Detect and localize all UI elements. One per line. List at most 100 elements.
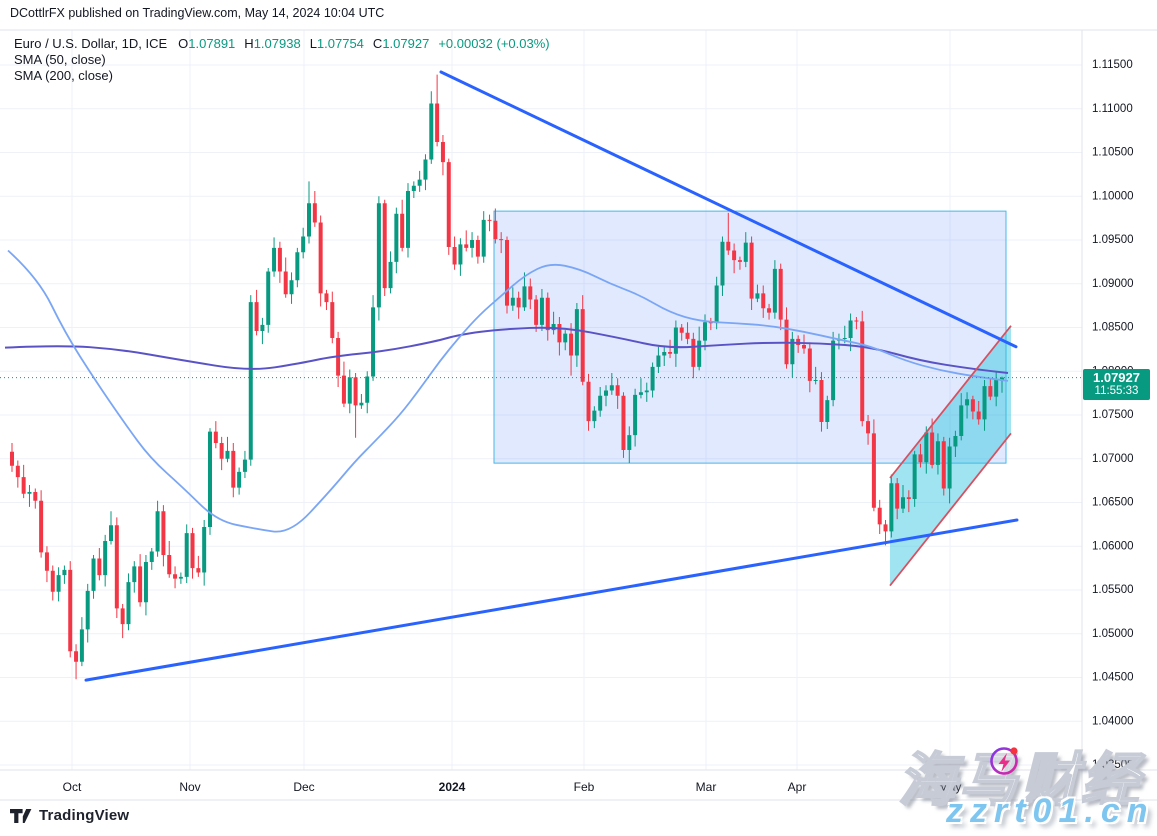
candle — [877, 499, 882, 534]
candle-body — [662, 352, 667, 356]
channel-upper-edge[interactable] — [889, 325, 1012, 479]
indicator-sma50-row[interactable]: SMA (50, close) — [14, 52, 106, 67]
candle-body — [668, 352, 673, 354]
candle-body — [924, 432, 929, 463]
candle-body — [935, 441, 940, 465]
candle — [376, 196, 381, 321]
candle — [312, 191, 317, 227]
candle — [918, 443, 923, 468]
candle — [970, 395, 975, 420]
candle-body — [225, 450, 230, 459]
candle-body — [254, 302, 259, 331]
candle — [167, 541, 172, 578]
candle-body — [697, 340, 702, 367]
candle — [755, 284, 760, 303]
time-axis-label: Nov — [179, 780, 200, 794]
tradingview-logo-icon — [10, 808, 32, 823]
symbol-row[interactable]: Euro / U.S. Dollar, 1D, ICE O1.07891 H1.… — [14, 36, 550, 52]
candle-body — [918, 454, 923, 463]
candle-body — [27, 492, 32, 494]
candle — [33, 488, 38, 509]
candle — [149, 548, 154, 570]
candle-body — [539, 297, 544, 325]
candle-body — [499, 239, 504, 241]
candle — [371, 295, 376, 381]
candle — [242, 450, 247, 478]
candle-body — [638, 392, 643, 395]
candle-body — [149, 551, 154, 562]
candle-body — [347, 377, 352, 404]
time-axis[interactable]: Oct Nov Dec 2024 Feb Mar Apr May — [63, 780, 962, 794]
candle — [91, 555, 96, 599]
candle — [21, 464, 26, 499]
time-axis-label: 2024 — [439, 780, 466, 794]
candle — [563, 330, 568, 351]
candle-body — [406, 191, 410, 248]
candle-body — [260, 324, 265, 331]
candle-body — [941, 441, 946, 489]
candle — [79, 617, 84, 667]
sma-50-line[interactable] — [7, 249, 1009, 533]
candle — [685, 322, 690, 345]
price-axis-label: 1.11000 — [1092, 103, 1133, 115]
candle — [505, 236, 509, 314]
price-axis[interactable]: 1.11500 1.11000 1.10500 1.10000 1.09500 1.090… — [1092, 59, 1134, 771]
candle-body — [778, 268, 783, 320]
indicator-sma200-row[interactable]: SMA (200, close) — [14, 68, 113, 83]
candle-body — [866, 421, 871, 434]
candle — [574, 303, 579, 367]
candle-body — [522, 286, 527, 308]
candle-body — [435, 103, 440, 142]
candle-body — [394, 213, 399, 262]
candle-body — [982, 386, 987, 420]
candle — [598, 387, 603, 417]
candle — [767, 303, 772, 320]
candle — [743, 232, 748, 268]
candle — [406, 183, 410, 258]
candle — [225, 436, 230, 463]
candle — [231, 443, 236, 498]
candle-body — [615, 385, 620, 396]
candle — [266, 268, 271, 333]
tradingview-brand[interactable]: TradingView — [10, 807, 129, 824]
candle — [895, 478, 900, 520]
close-label: C — [372, 36, 383, 51]
descending-trendline[interactable] — [439, 70, 1018, 349]
candle — [871, 419, 876, 512]
candle — [435, 74, 440, 147]
candle — [935, 433, 940, 475]
symbol-title[interactable]: Euro / U.S. Dollar, 1D, ICE — [14, 36, 168, 51]
candle-body — [685, 332, 690, 339]
candle-body — [563, 333, 568, 343]
candle — [813, 366, 818, 385]
high-label: H — [244, 36, 254, 51]
time-axis-label: Dec — [293, 780, 314, 794]
close-value: 1.07927 — [382, 36, 430, 51]
candle — [475, 235, 480, 264]
ascending-trendline[interactable] — [84, 518, 1019, 682]
candle-body — [772, 268, 777, 313]
candle — [400, 199, 405, 252]
candle — [924, 426, 929, 474]
candle-body — [510, 297, 515, 306]
candle — [417, 170, 422, 192]
candle-body — [912, 454, 917, 499]
candle-body — [656, 355, 661, 367]
candle-body — [120, 608, 125, 625]
candle — [27, 485, 32, 507]
time-axis-label: Mar — [696, 780, 717, 794]
candle-body — [976, 411, 981, 420]
candle — [109, 511, 113, 545]
sma-200-line[interactable] — [4, 326, 1009, 374]
candle — [347, 369, 352, 414]
candle-body — [167, 555, 172, 575]
candle — [359, 394, 364, 409]
candle — [208, 428, 212, 535]
candle — [912, 450, 917, 507]
candle-body — [10, 451, 14, 466]
channel-lower-edge[interactable] — [889, 432, 1012, 587]
candle-body — [114, 525, 119, 609]
candle-body — [219, 443, 224, 459]
candle — [976, 401, 981, 425]
